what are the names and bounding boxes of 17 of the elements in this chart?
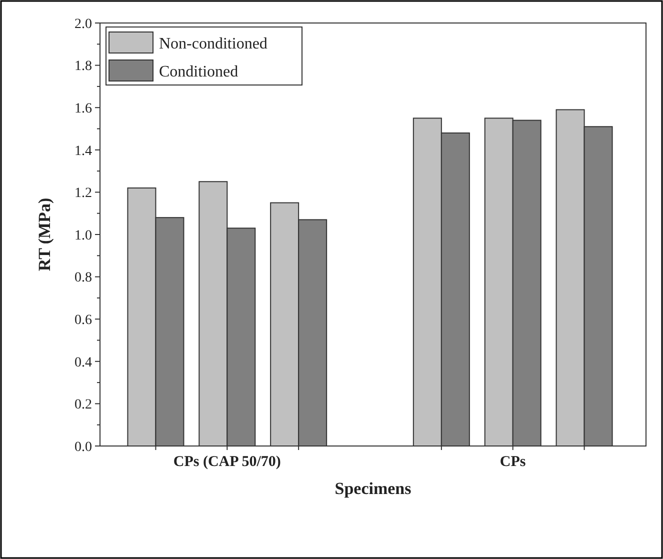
y-tick-label: 0.4 — [74, 355, 92, 370]
x-tick-label: CPs (CAP 50/70) — [173, 454, 281, 470]
y-tick-label: 1.6 — [74, 102, 92, 116]
y-tick-label: 0.0 — [74, 440, 92, 455]
legend-label: Conditioned — [159, 64, 238, 81]
y-axis-title: RT (MPa) — [35, 198, 54, 272]
x-axis-title: Specimens — [334, 479, 412, 498]
y-tick-label: 0.8 — [74, 270, 92, 286]
y-tick-label: 1.0 — [74, 228, 92, 244]
y-tick-label: 1.8 — [74, 59, 92, 74]
y-tick-label: 0.6 — [74, 313, 92, 328]
legend-label: Non-conditioned — [159, 36, 268, 53]
y-tick-label: 0.2 — [74, 398, 92, 413]
y-tick-label: 1.4 — [74, 144, 92, 159]
y-tick-label: 2.0 — [74, 16, 92, 32]
x-tick-label: CPs — [500, 454, 526, 470]
y-tick-label: 1.2 — [74, 186, 92, 202]
